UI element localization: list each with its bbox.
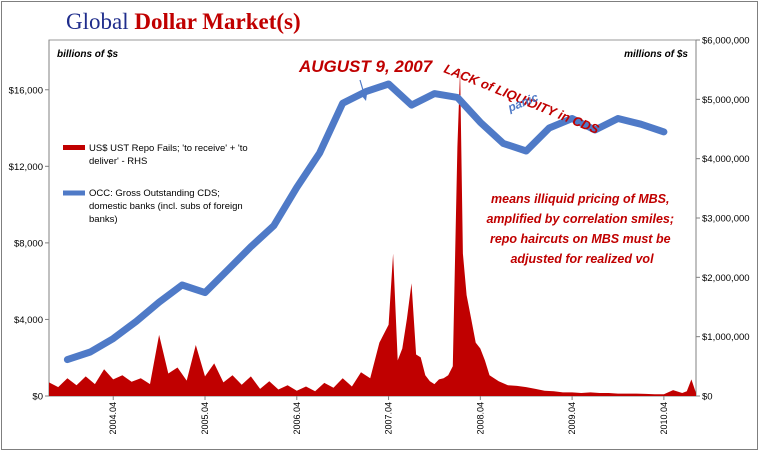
chart-frame	[1, 1, 758, 450]
legend-cds-line-2: domestic banks (incl. subs of foreign	[89, 201, 243, 212]
x-tick-label: 2008.04	[475, 402, 485, 435]
right-tick-label: $3,000,000	[702, 214, 750, 225]
annotation-arrow-head	[361, 94, 367, 101]
x-tick-label: 2010.04	[659, 402, 669, 435]
left-tick-label: $0	[32, 392, 43, 403]
x-tick-label: 2007.04	[384, 402, 394, 435]
left-tick-label: $8,000	[14, 238, 43, 249]
legend-repo-label: US$ UST Repo Fails; 'to receive' + 'to d…	[89, 143, 250, 167]
annotation-note: means illiquid pricing of MBS, amplified…	[486, 192, 677, 266]
right-tick-label: $6,000,000	[702, 36, 750, 47]
chart-title-part2: Dollar Market(s)	[134, 9, 301, 34]
legend-cds-label: OCC: Gross Outstanding CDS; domestic ban…	[89, 188, 245, 225]
x-tick-label: 2004.04	[108, 402, 118, 435]
legend-repo-line-2: deliver' - RHS	[89, 156, 147, 167]
legend-repo-line-1: US$ UST Repo Fails; 'to receive' + 'to	[89, 143, 248, 154]
chart-title-part1: Global	[66, 9, 135, 34]
right-tick-label: $0	[702, 392, 713, 403]
right-tick-label: $1,000,000	[702, 332, 750, 343]
legend-cds-line-3: banks)	[89, 214, 118, 225]
right-tick-label: $4,000,000	[702, 154, 750, 165]
legend-repo-swatch	[63, 145, 85, 150]
x-tick-label: 2009.04	[567, 402, 577, 435]
left-tick-label: $4,000	[14, 315, 43, 326]
annotation-arrow-shaft	[359, 79, 366, 98]
left-axis-label: billions of $s	[57, 49, 119, 60]
right-tick-label: $5,000,000	[702, 95, 750, 106]
annotation-note-line-3: repo haircuts on MBS must be	[490, 232, 671, 246]
annotation-date: AUGUST 9, 2007	[298, 57, 434, 76]
annotation-note-line-2: amplified by correlation smiles;	[486, 212, 674, 226]
annotation-note-line-4: adjusted for realized vol	[510, 252, 654, 266]
x-tick-label: 2006.04	[292, 402, 302, 435]
left-tick-label: $12,000	[9, 162, 43, 173]
right-tick-label: $2,000,000	[702, 273, 750, 284]
x-tick-label: 2005.04	[200, 402, 210, 435]
legend-cds-line-1: OCC: Gross Outstanding CDS;	[89, 188, 220, 199]
right-axis-label: millions of $s	[624, 49, 688, 60]
left-tick-label: $16,000	[9, 85, 43, 96]
cds-outstanding-line	[63, 80, 668, 364]
chart-title: Global Dollar Market(s)	[66, 9, 301, 35]
annotation-note-line-1: means illiquid pricing of MBS,	[491, 192, 670, 206]
